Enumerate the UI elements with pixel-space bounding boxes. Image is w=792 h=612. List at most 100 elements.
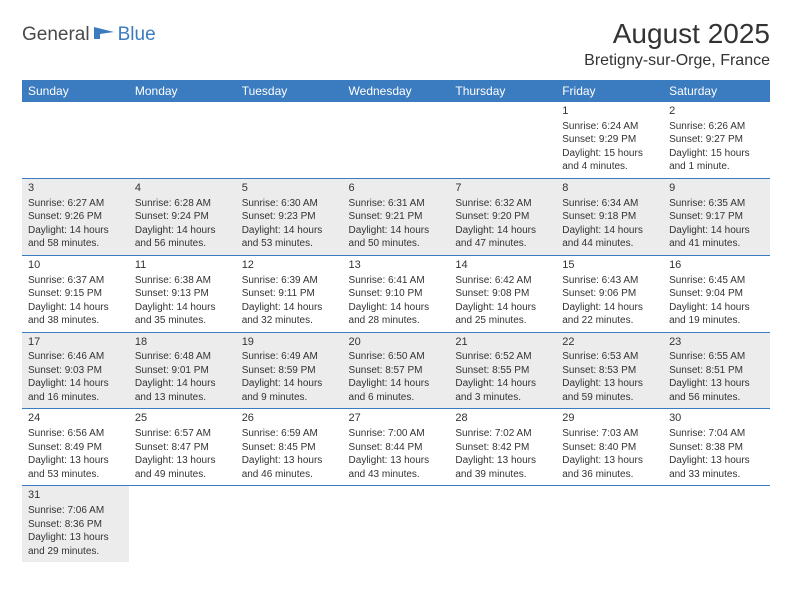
daylight-text: and 47 minutes. [455, 237, 550, 251]
day-number: 7 [455, 181, 550, 196]
daylight-text: Daylight: 13 hours [669, 377, 764, 391]
daylight-text: Daylight: 15 hours [669, 147, 764, 161]
day-number: 16 [669, 258, 764, 273]
sunrise-text: Sunrise: 6:30 AM [242, 197, 337, 211]
calendar-day-cell: 20Sunrise: 6:50 AMSunset: 8:57 PMDayligh… [343, 332, 450, 409]
sunset-text: Sunset: 9:29 PM [562, 133, 657, 147]
daylight-text: Daylight: 14 hours [135, 224, 230, 238]
day-number: 23 [669, 335, 764, 350]
daylight-text: Daylight: 14 hours [28, 377, 123, 391]
calendar-week-row: 10Sunrise: 6:37 AMSunset: 9:15 PMDayligh… [22, 255, 770, 332]
daylight-text: and 53 minutes. [28, 468, 123, 482]
location-text: Bretigny-sur-Orge, France [584, 52, 770, 70]
sunrise-text: Sunrise: 6:56 AM [28, 427, 123, 441]
sunset-text: Sunset: 9:24 PM [135, 210, 230, 224]
daylight-text: Daylight: 13 hours [135, 454, 230, 468]
title-block: August 2025 Bretigny-sur-Orge, France [584, 18, 770, 70]
day-number: 6 [349, 181, 444, 196]
sunrise-text: Sunrise: 6:43 AM [562, 274, 657, 288]
sunrise-text: Sunrise: 6:26 AM [669, 120, 764, 134]
daylight-text: and 1 minute. [669, 160, 764, 174]
daylight-text: Daylight: 14 hours [562, 224, 657, 238]
sunset-text: Sunset: 8:49 PM [28, 441, 123, 455]
calendar-day-cell [663, 486, 770, 562]
calendar-day-cell: 10Sunrise: 6:37 AMSunset: 9:15 PMDayligh… [22, 255, 129, 332]
sunrise-text: Sunrise: 6:31 AM [349, 197, 444, 211]
calendar-day-cell [556, 486, 663, 562]
sunset-text: Sunset: 8:42 PM [455, 441, 550, 455]
daylight-text: and 35 minutes. [135, 314, 230, 328]
daylight-text: Daylight: 13 hours [28, 454, 123, 468]
sunrise-text: Sunrise: 6:57 AM [135, 427, 230, 441]
sunset-text: Sunset: 9:26 PM [28, 210, 123, 224]
day-number: 14 [455, 258, 550, 273]
calendar-day-cell [22, 102, 129, 178]
sunrise-text: Sunrise: 6:42 AM [455, 274, 550, 288]
sunset-text: Sunset: 9:23 PM [242, 210, 337, 224]
day-number: 29 [562, 411, 657, 426]
day-number: 28 [455, 411, 550, 426]
day-header: Tuesday [236, 80, 343, 102]
daylight-text: and 44 minutes. [562, 237, 657, 251]
sunset-text: Sunset: 8:51 PM [669, 364, 764, 378]
daylight-text: and 13 minutes. [135, 391, 230, 405]
logo-flag-icon [94, 25, 116, 46]
daylight-text: and 33 minutes. [669, 468, 764, 482]
daylight-text: Daylight: 14 hours [28, 224, 123, 238]
day-number: 11 [135, 258, 230, 273]
daylight-text: and 19 minutes. [669, 314, 764, 328]
sunrise-text: Sunrise: 6:34 AM [562, 197, 657, 211]
daylight-text: Daylight: 14 hours [242, 301, 337, 315]
sunset-text: Sunset: 8:45 PM [242, 441, 337, 455]
calendar-day-cell: 15Sunrise: 6:43 AMSunset: 9:06 PMDayligh… [556, 255, 663, 332]
sunset-text: Sunset: 9:11 PM [242, 287, 337, 301]
calendar-week-row: 24Sunrise: 6:56 AMSunset: 8:49 PMDayligh… [22, 409, 770, 486]
day-number: 5 [242, 181, 337, 196]
day-number: 2 [669, 104, 764, 119]
calendar-day-cell: 25Sunrise: 6:57 AMSunset: 8:47 PMDayligh… [129, 409, 236, 486]
day-header: Thursday [449, 80, 556, 102]
calendar-week-row: 17Sunrise: 6:46 AMSunset: 9:03 PMDayligh… [22, 332, 770, 409]
sunrise-text: Sunrise: 6:49 AM [242, 350, 337, 364]
day-number: 10 [28, 258, 123, 273]
day-number: 20 [349, 335, 444, 350]
sunrise-text: Sunrise: 6:39 AM [242, 274, 337, 288]
sunrise-text: Sunrise: 7:04 AM [669, 427, 764, 441]
daylight-text: and 56 minutes. [669, 391, 764, 405]
day-number: 24 [28, 411, 123, 426]
day-number: 12 [242, 258, 337, 273]
daylight-text: and 9 minutes. [242, 391, 337, 405]
calendar-day-cell: 27Sunrise: 7:00 AMSunset: 8:44 PMDayligh… [343, 409, 450, 486]
sunrise-text: Sunrise: 6:24 AM [562, 120, 657, 134]
calendar-day-cell: 18Sunrise: 6:48 AMSunset: 9:01 PMDayligh… [129, 332, 236, 409]
daylight-text: Daylight: 13 hours [349, 454, 444, 468]
daylight-text: Daylight: 13 hours [669, 454, 764, 468]
daylight-text: and 32 minutes. [242, 314, 337, 328]
day-number: 9 [669, 181, 764, 196]
daylight-text: and 43 minutes. [349, 468, 444, 482]
day-number: 25 [135, 411, 230, 426]
daylight-text: Daylight: 13 hours [242, 454, 337, 468]
calendar-day-cell: 30Sunrise: 7:04 AMSunset: 8:38 PMDayligh… [663, 409, 770, 486]
day-number: 26 [242, 411, 337, 426]
daylight-text: and 39 minutes. [455, 468, 550, 482]
day-number: 30 [669, 411, 764, 426]
daylight-text: Daylight: 13 hours [455, 454, 550, 468]
daylight-text: and 22 minutes. [562, 314, 657, 328]
calendar-day-cell: 28Sunrise: 7:02 AMSunset: 8:42 PMDayligh… [449, 409, 556, 486]
sunrise-text: Sunrise: 6:46 AM [28, 350, 123, 364]
daylight-text: Daylight: 14 hours [669, 224, 764, 238]
sunset-text: Sunset: 9:08 PM [455, 287, 550, 301]
daylight-text: Daylight: 14 hours [242, 224, 337, 238]
day-header-row: Sunday Monday Tuesday Wednesday Thursday… [22, 80, 770, 102]
daylight-text: Daylight: 14 hours [562, 301, 657, 315]
sunset-text: Sunset: 9:06 PM [562, 287, 657, 301]
calendar-day-cell: 29Sunrise: 7:03 AMSunset: 8:40 PMDayligh… [556, 409, 663, 486]
sunrise-text: Sunrise: 6:37 AM [28, 274, 123, 288]
sunset-text: Sunset: 9:10 PM [349, 287, 444, 301]
sunset-text: Sunset: 8:47 PM [135, 441, 230, 455]
daylight-text: and 50 minutes. [349, 237, 444, 251]
calendar-day-cell: 21Sunrise: 6:52 AMSunset: 8:55 PMDayligh… [449, 332, 556, 409]
sunset-text: Sunset: 8:53 PM [562, 364, 657, 378]
calendar-day-cell [449, 486, 556, 562]
